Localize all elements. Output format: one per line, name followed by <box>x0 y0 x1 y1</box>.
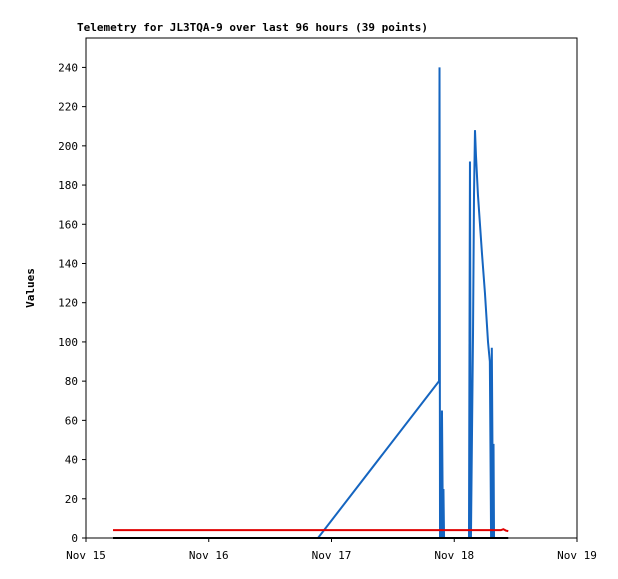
y-tick-label: 200 <box>58 140 78 153</box>
y-tick-label: 40 <box>65 454 78 467</box>
y-tick-label: 60 <box>65 414 78 427</box>
y-tick-label: 180 <box>58 179 78 192</box>
x-tick-label: Nov 19 <box>557 549 597 562</box>
y-axis-label: Values <box>24 268 37 308</box>
x-tick-label: Nov 15 <box>66 549 106 562</box>
y-tick-label: 100 <box>58 336 78 349</box>
plot-frame <box>85 37 578 539</box>
y-tick-label: 120 <box>58 297 78 310</box>
y-tick-label: 80 <box>65 375 78 388</box>
y-tick-label: 160 <box>58 218 78 231</box>
y-tick-label: 240 <box>58 61 78 74</box>
x-tick-label: Nov 17 <box>312 549 352 562</box>
y-tick-label: 220 <box>58 101 78 114</box>
y-tick-label: 140 <box>58 257 78 270</box>
x-tick-label: Nov 16 <box>189 549 229 562</box>
chart-title: Telemetry for JL3TQA-9 over last 96 hour… <box>77 21 428 34</box>
y-tick-label: 20 <box>65 493 78 506</box>
series-line <box>317 67 496 539</box>
y-tick-label: 0 <box>71 532 78 545</box>
series-line <box>113 528 509 533</box>
x-tick-label: Nov 18 <box>434 549 474 562</box>
